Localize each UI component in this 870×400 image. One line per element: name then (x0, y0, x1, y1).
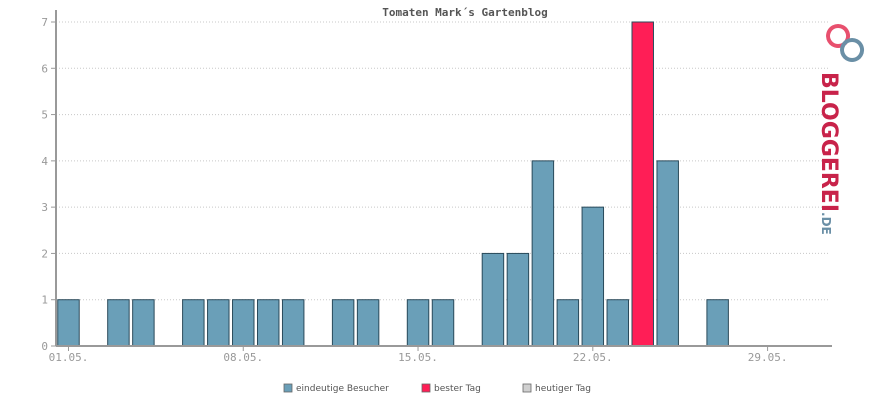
y-tick-label: 5 (41, 109, 48, 122)
logo-text-suffix: .DE (819, 212, 833, 235)
bar (631, 21, 654, 347)
x-tick-label: 22.05. (573, 351, 613, 364)
x-tick-label: 01.05. (49, 351, 89, 364)
x-tick-label: 08.05. (223, 351, 263, 364)
bar (581, 206, 605, 347)
bar (107, 299, 130, 347)
bar (506, 252, 530, 347)
y-tick-label: 4 (41, 155, 48, 168)
bar (481, 252, 505, 347)
bar (207, 299, 230, 347)
bar (232, 299, 255, 347)
legend-swatch (421, 383, 431, 393)
y-tick-label: 1 (41, 294, 48, 307)
grid (56, 21, 830, 301)
legend-label: eindeutige Besucher (296, 384, 389, 394)
y-tick-label: 7 (41, 16, 48, 29)
bar (182, 299, 205, 347)
bar (531, 160, 555, 347)
bar (57, 299, 80, 347)
y-tick-label: 6 (41, 62, 48, 75)
bars (57, 21, 729, 347)
legend-swatch (522, 383, 532, 393)
y-tick-label: 3 (41, 201, 48, 214)
bar (431, 299, 455, 347)
bar (331, 299, 355, 347)
y-tick-label: 0 (41, 340, 48, 353)
chart-title: Tomaten Mark´s Gartenblog (382, 6, 548, 19)
x-tick-label: 29.05. (748, 351, 788, 364)
x-axis-ticks: 01.05. 08.05. 15.05. 22.05. 29.05. (49, 346, 788, 364)
legend-swatch (283, 383, 293, 393)
bloggerei-logo: BLOGGEREI.DE (816, 24, 865, 235)
bar (406, 299, 430, 347)
bar (281, 299, 305, 347)
bar (356, 299, 380, 347)
bar (706, 299, 729, 347)
logo-text-main: BLOGGEREI (816, 72, 841, 212)
axes (55, 10, 832, 347)
bar (556, 299, 580, 347)
bar (606, 299, 630, 347)
legend-label: bester Tag (434, 384, 481, 394)
bar (256, 299, 280, 347)
y-axis-ticks: 0 1 2 3 4 5 6 7 (41, 16, 56, 353)
legend-label: heutiger Tag (535, 384, 591, 394)
legend: eindeutige Besucher bester Tag heutiger Ta… (283, 383, 591, 394)
x-tick-label: 15.05. (398, 351, 438, 364)
bar (656, 160, 679, 347)
bloggerei-logo-icon (826, 24, 865, 62)
bar (132, 299, 155, 347)
svg-text:BLOGGEREI.DE: BLOGGEREI.DE (816, 72, 841, 235)
y-tick-label: 2 (41, 247, 48, 260)
